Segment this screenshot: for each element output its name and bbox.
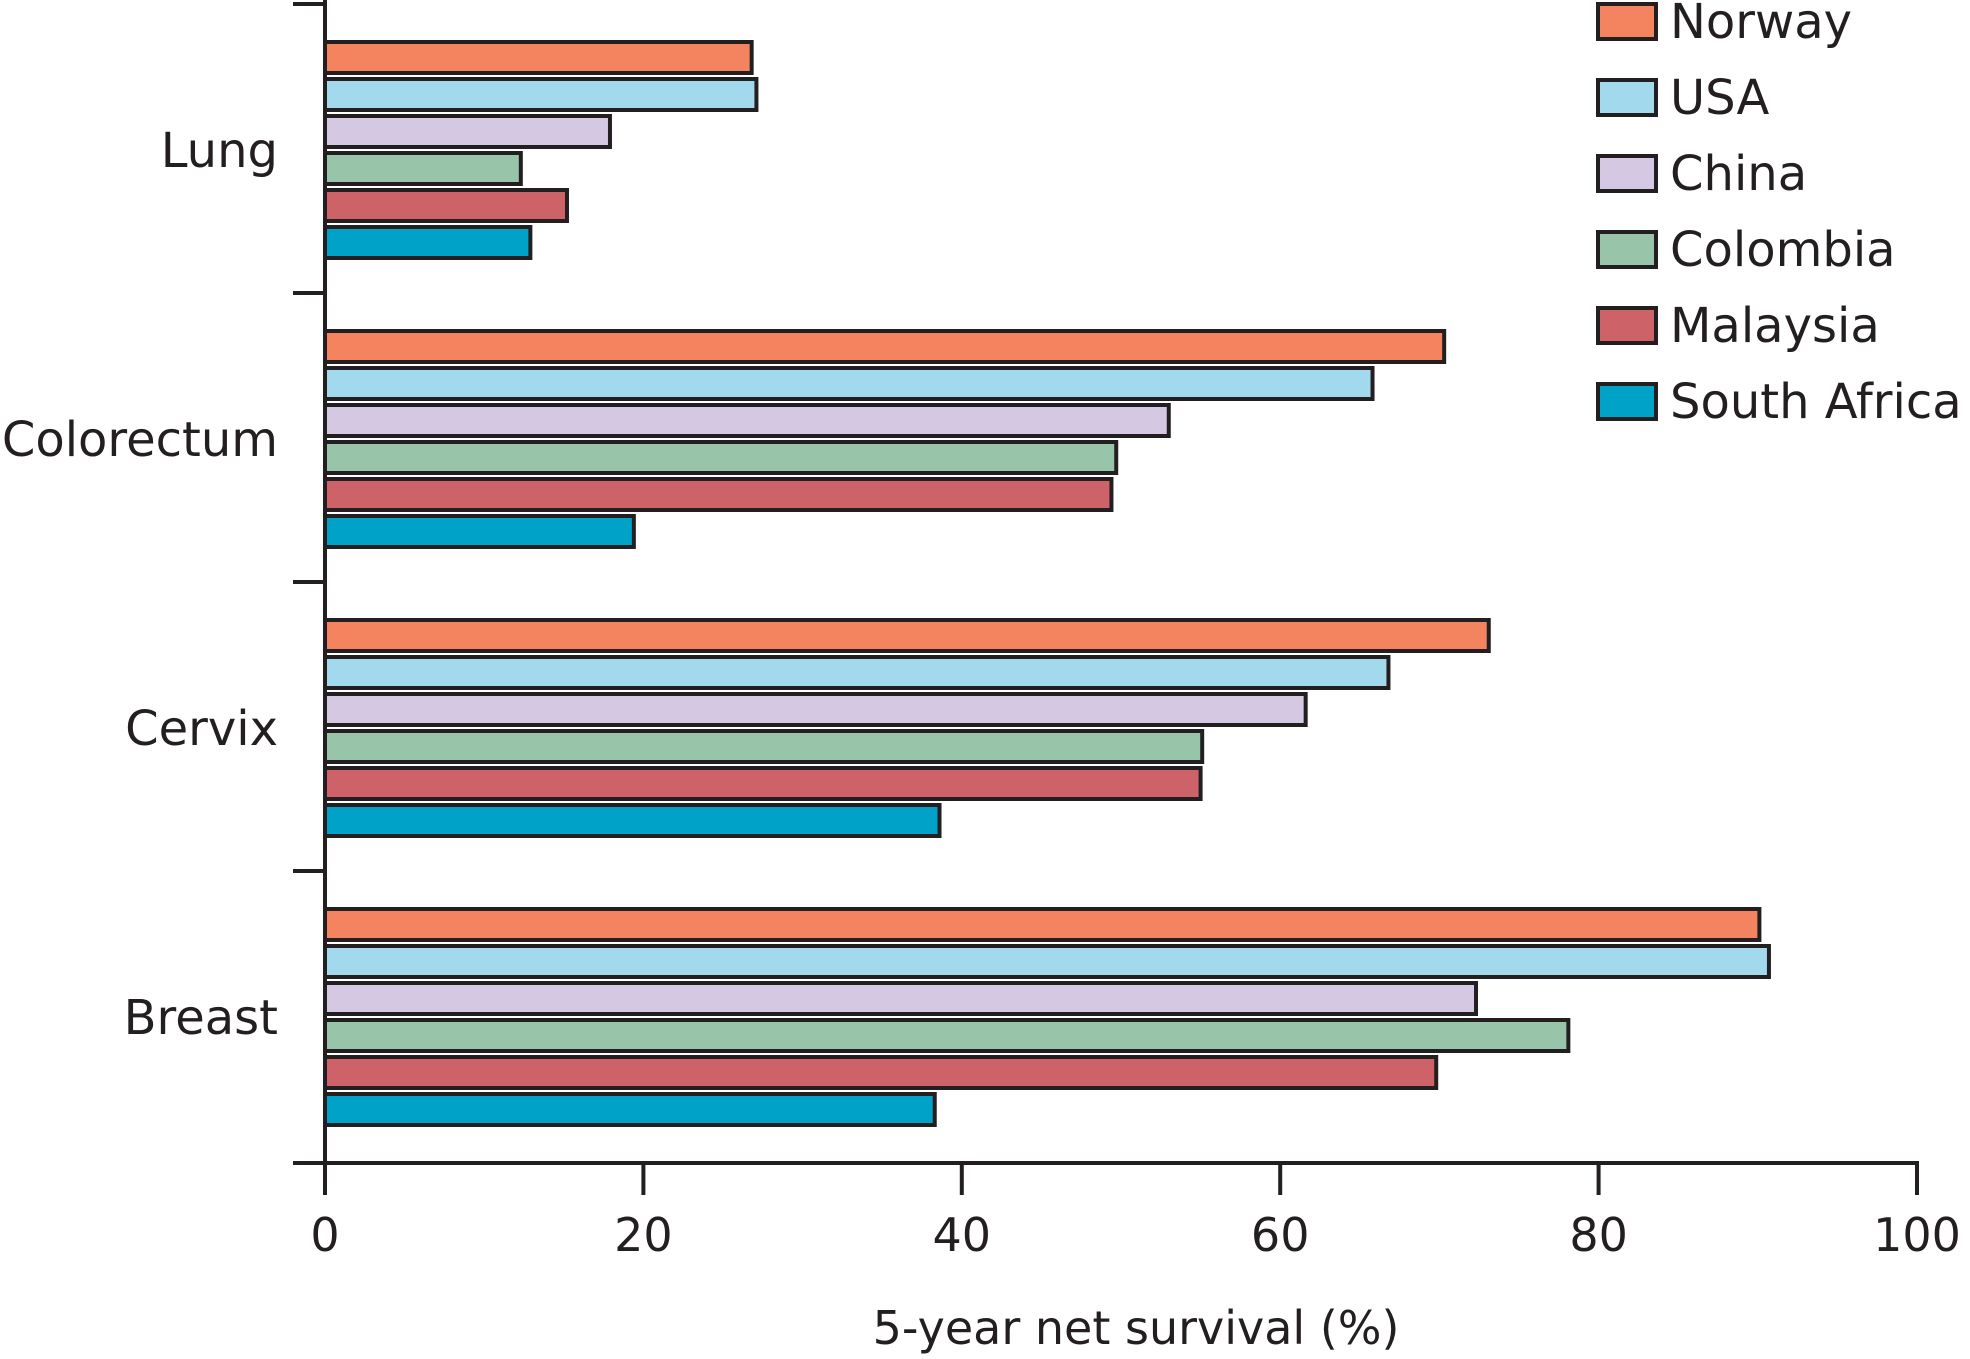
legend-swatch-malaysia — [1596, 306, 1658, 345]
bar-breast-south-africa — [323, 1092, 937, 1127]
x-tick-label: 80 — [1569, 1208, 1628, 1262]
bar-breast-usa — [323, 944, 1771, 979]
bar-cervix-usa — [323, 655, 1391, 690]
bar-lung-south-africa — [323, 225, 533, 260]
legend-swatch-china — [1596, 154, 1658, 193]
category-label-cervix: Cervix — [125, 701, 278, 757]
bar-colorectum-malaysia — [323, 477, 1114, 512]
bar-lung-usa — [323, 77, 759, 112]
bar-cervix-south-africa — [323, 803, 942, 838]
bar-cervix-norway — [323, 618, 1491, 653]
legend: Norway USA China Colombia Malaysia South Afri… — [1596, 0, 1962, 430]
legend-label-usa: USA — [1670, 70, 1769, 126]
legend-label-colombia: Colombia — [1670, 222, 1896, 278]
legend-label-china: China — [1670, 146, 1807, 202]
bar-lung-china — [323, 114, 612, 149]
x-tick-label: 60 — [1251, 1208, 1310, 1262]
bar-breast-malaysia — [323, 1055, 1439, 1090]
category-label-breast: Breast — [124, 990, 278, 1046]
legend-swatch-south-africa — [1596, 382, 1658, 421]
x-tick-label: 40 — [933, 1208, 992, 1262]
legend-swatch-colombia — [1596, 230, 1658, 269]
bar-colorectum-south-africa — [323, 514, 636, 549]
bar-breast-colombia — [323, 1018, 1571, 1053]
bars-layer — [323, 40, 1771, 1127]
labels-layer: 0 20 40 60 80 100 5-year net survival (%) Lung C… — [2, 123, 1961, 1355]
legend-label-norway: Norway — [1670, 0, 1852, 50]
bar-cervix-china — [323, 692, 1308, 727]
x-tick-label: 20 — [614, 1208, 673, 1262]
bar-breast-norway — [323, 907, 1762, 942]
bar-colorectum-colombia — [323, 440, 1119, 475]
x-tick-label: 100 — [1873, 1208, 1961, 1262]
category-label-lung: Lung — [161, 123, 278, 179]
bar-breast-china — [323, 981, 1479, 1016]
bar-colorectum-norway — [323, 329, 1447, 364]
x-tick-label: 0 — [310, 1208, 339, 1262]
bar-lung-malaysia — [323, 188, 569, 223]
category-label-colorectum: Colorectum — [2, 412, 278, 468]
bar-cervix-colombia — [323, 729, 1205, 764]
bar-colorectum-usa — [323, 366, 1375, 401]
bar-cervix-malaysia — [323, 766, 1203, 801]
legend-label-south-africa: South Africa — [1670, 374, 1962, 430]
bar-colorectum-china — [323, 403, 1171, 438]
bar-lung-norway — [323, 40, 754, 75]
bar-lung-colombia — [323, 151, 523, 186]
legend-label-malaysia: Malaysia — [1670, 298, 1880, 354]
axes-layer — [293, 0, 1919, 1195]
legend-swatch-usa — [1596, 78, 1658, 117]
legend-swatch-norway — [1596, 2, 1658, 41]
x-axis-title: 5-year net survival (%) — [873, 1301, 1400, 1355]
